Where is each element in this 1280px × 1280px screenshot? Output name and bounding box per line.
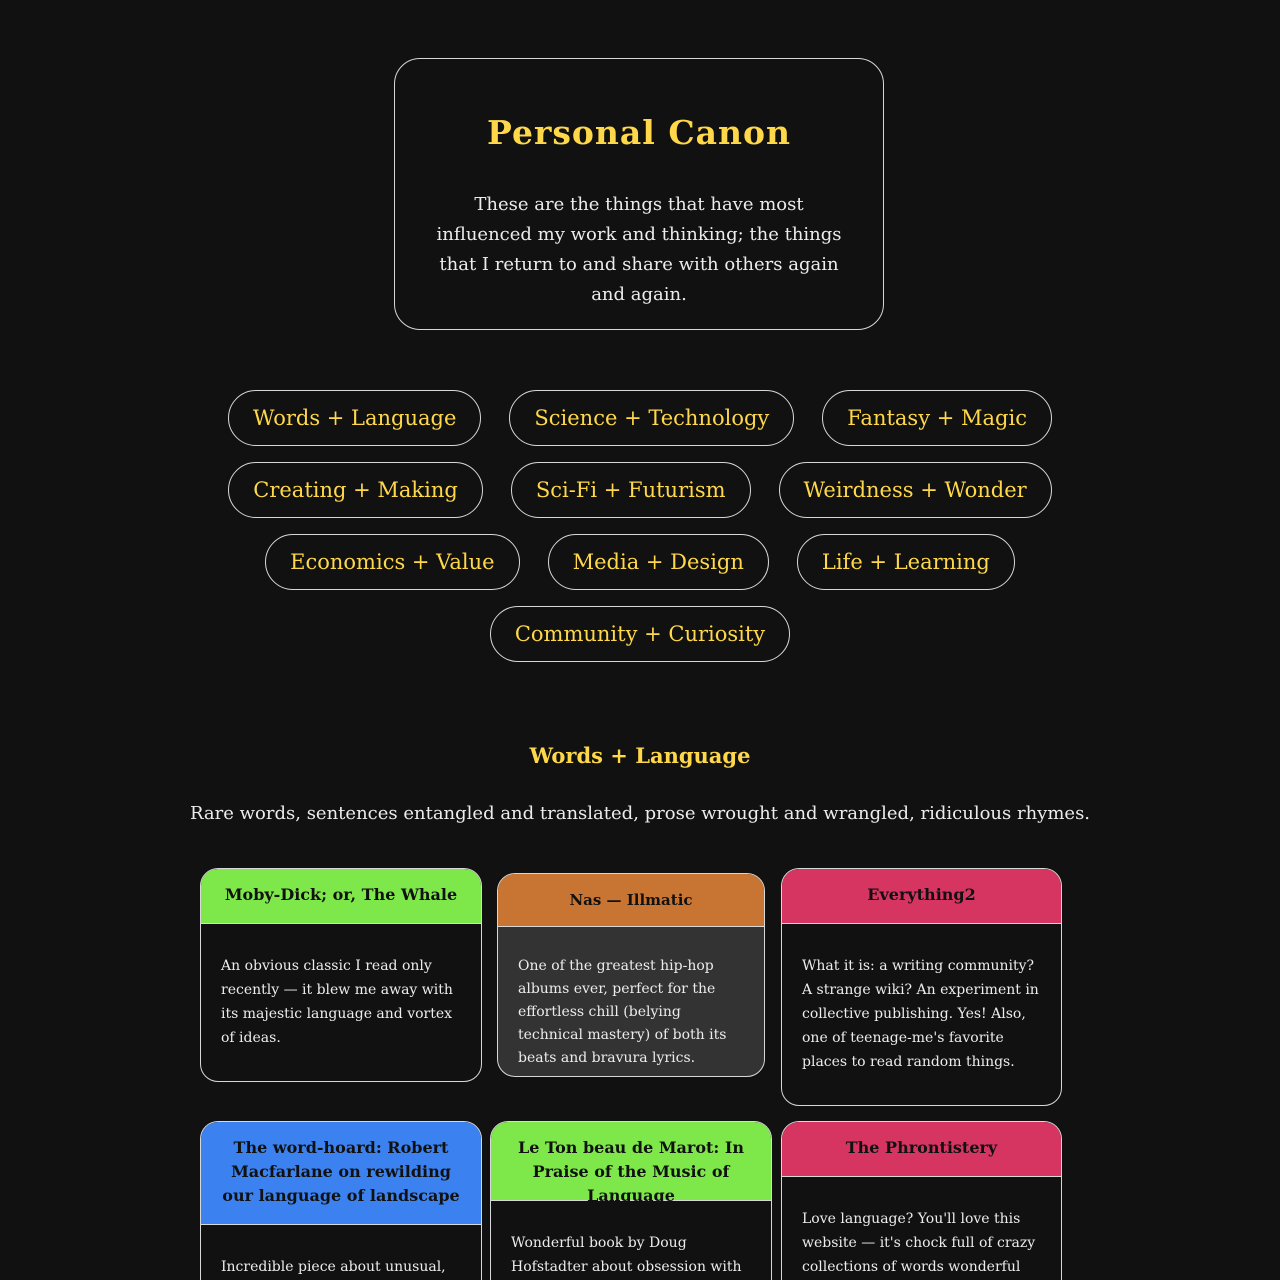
card-description: One of the greatest hip-hop albums ever,… [518,958,727,1066]
intro-text: These are the things that have most infl… [436,194,842,305]
tag-life-learning[interactable]: Life + Learning [796,534,1015,590]
tag-community-curiosity[interactable]: Community + Curiosity [489,606,791,662]
tag-weirdness-wonder[interactable]: Weirdness + Wonder [778,462,1052,518]
card-description: Love language? You'll love this website … [802,1211,1036,1275]
tag-science-technology[interactable]: Science + Technology [509,390,795,446]
section-title: Words + Language [529,743,751,768]
card-description: An obvious classic I read only recently … [221,958,453,1046]
card-nas-illmatic[interactable]: Nas — Illmatic One of the greatest hip-h… [497,873,765,1077]
card-title[interactable]: The Phrontistery [782,1122,1061,1177]
card-le-ton-beau[interactable]: Le Ton beau de Marot: In Praise of the M… [490,1121,772,1280]
category-tags: Words + Language Science + Technology Fa… [0,390,1280,678]
card-phrontistery[interactable]: The Phrontistery Love language? You'll l… [781,1121,1062,1280]
tag-row: Community + Curiosity [0,606,1280,662]
tag-economics-value[interactable]: Economics + Value [265,534,520,590]
intro-box: Personal Canon These are the things that… [394,58,884,330]
card-description: Wonderful book by Doug Hofstadter about … [511,1235,742,1275]
card-title[interactable]: The word-hoard: Robert Macfarlane on rew… [201,1122,481,1225]
card-title[interactable]: Nas — Illmatic [498,874,764,927]
card-title[interactable]: Everything2 [782,869,1061,924]
card-everything2[interactable]: Everything2 What it is: a writing commun… [781,868,1062,1106]
tag-creating-making[interactable]: Creating + Making [228,462,483,518]
card-title[interactable]: Le Ton beau de Marot: In Praise of the M… [491,1122,771,1205]
tag-scifi-futurism[interactable]: Sci-Fi + Futurism [510,462,751,518]
tag-words-language[interactable]: Words + Language [228,390,482,446]
card-word-hoard[interactable]: The word-hoard: Robert Macfarlane on rew… [200,1121,482,1280]
section-description: Rare words, sentences entangled and tran… [189,803,1091,824]
page-title: Personal Canon [487,113,791,152]
card-title[interactable]: Moby-Dick; or, The Whale [201,869,481,924]
tag-media-design[interactable]: Media + Design [547,534,769,590]
card-description: What it is: a writing community? A stran… [802,958,1039,1070]
tag-row: Economics + Value Media + Design Life + … [0,534,1280,590]
tag-row: Words + Language Science + Technology Fa… [0,390,1280,446]
tag-fantasy-magic[interactable]: Fantasy + Magic [822,390,1052,446]
card-moby-dick[interactable]: Moby-Dick; or, The Whale An obvious clas… [200,868,482,1082]
card-description: Incredible piece about unusual, [221,1259,446,1275]
tag-row: Creating + Making Sci-Fi + Futurism Weir… [0,462,1280,518]
